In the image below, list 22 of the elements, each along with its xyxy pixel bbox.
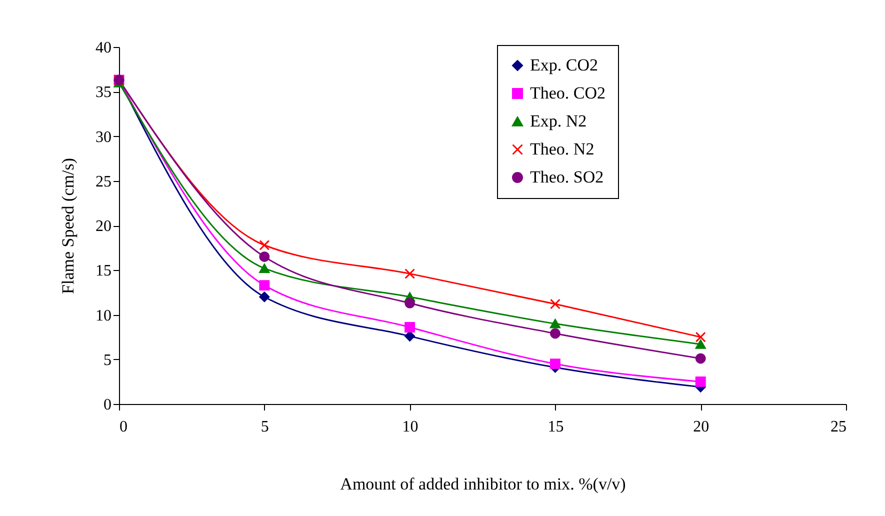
- y-tick-label: 15: [96, 262, 112, 280]
- y-tick-label: 25: [96, 173, 112, 190]
- y-tick-label: 20: [96, 218, 112, 235]
- x-tick-label: 5: [260, 418, 269, 436]
- legend-label: Theo. CO2: [530, 84, 606, 102]
- x-tick-label: 25: [830, 418, 846, 436]
- y-tick-label: 0: [104, 396, 112, 414]
- y-tick-label: 40: [96, 40, 112, 56]
- x-tick-label: 20: [693, 418, 710, 436]
- y-tick-label: 30: [96, 128, 112, 146]
- legend-label: Exp. N2: [530, 112, 587, 130]
- y-tick-label: 5: [104, 352, 112, 369]
- x-axis-title: Amount of added inhibitor to mix. %(v/v): [340, 474, 626, 494]
- legend-label: Theo. SO2: [530, 168, 604, 186]
- legend-label: Exp. CO2: [530, 56, 598, 74]
- y-tick-label: 10: [96, 307, 112, 324]
- x-tick-label: 0: [120, 418, 128, 436]
- y-tick-label: 35: [96, 84, 112, 102]
- x-tick-label: 10: [402, 418, 418, 436]
- x-tick-label: 15: [548, 418, 564, 436]
- y-axis-title: Flame Speed (cm/s): [58, 158, 78, 294]
- legend-label: Theo. N2: [530, 140, 594, 158]
